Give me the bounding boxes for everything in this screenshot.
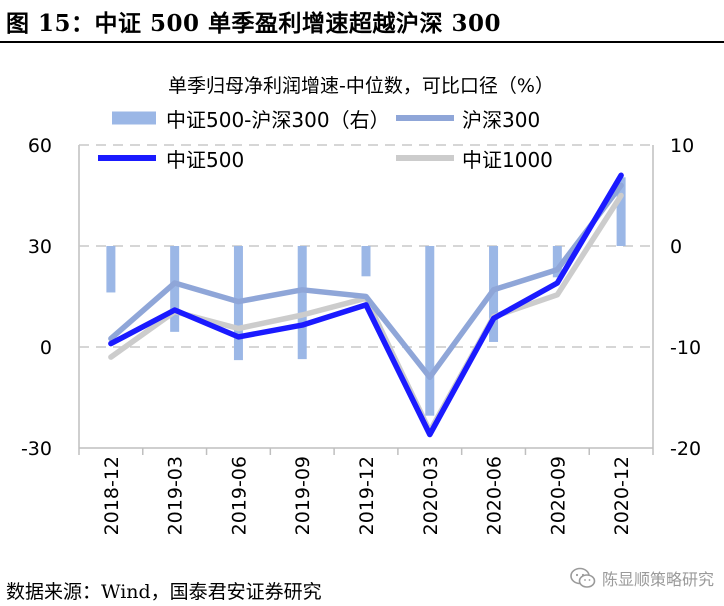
legend-label-zz500: 中证500 [166,148,244,172]
legend-label-diff: 中证500-沪深300（右） [166,108,390,132]
x-tick-label: 2018-12 [101,456,123,535]
bar-diff [170,246,180,332]
y-left-tick-label: 0 [40,337,52,359]
wechat-icon [570,567,596,588]
watermark: 陈显顺策略研究 [570,566,714,590]
y-right-tick-label: -20 [670,438,701,460]
x-tick-label: 2019-03 [165,456,187,535]
series-line-zz500 [108,172,624,438]
x-tick-label: 2019-09 [292,456,314,535]
legend-label-zz1000: 中证1000 [462,148,553,172]
y-left-tick-label: 30 [28,236,52,258]
x-tick-label: 2019-06 [228,456,250,535]
bar-diff [361,246,371,277]
chart-svg: 单季归母净利润增速-中位数，可比口径（%） 中证500-沪深300（右） 沪深3… [21,75,701,535]
bar-diff [297,246,307,360]
bar-diff [552,246,562,278]
bar-diff [106,246,116,293]
legend-label-hs300: 沪深300 [462,108,540,132]
y-left-tick-label: 60 [28,135,52,157]
title-rule [0,41,724,43]
y-right-tick-label: -10 [670,337,701,359]
figure-title: 图 15：中证 500 单季盈利增速超越沪深 300 [6,10,502,37]
y-right-tick-label: 0 [670,236,682,258]
legend: 中证500-沪深300（右） 沪深300 中证500 中证1000 [98,108,553,172]
x-tick-label: 2020-12 [611,456,633,535]
bar-diff [425,246,435,416]
y-right-tick-label: 10 [670,135,694,157]
x-tick-label: 2020-06 [484,456,506,535]
chart-title: 单季归母净利润增速-中位数，可比口径（%） [168,75,554,97]
series-line-hs300 [108,182,624,381]
source-note: 数据来源：Wind，国泰君安证券研究 [6,581,322,603]
watermark-text: 陈显顺策略研究 [601,570,714,589]
x-tick-label: 2020-03 [420,456,442,535]
x-tick-label: 2019-12 [356,456,378,535]
bar-diff [616,177,626,246]
x-tick-label: 2020-09 [547,456,569,535]
y-left-tick-label: -30 [21,438,52,460]
